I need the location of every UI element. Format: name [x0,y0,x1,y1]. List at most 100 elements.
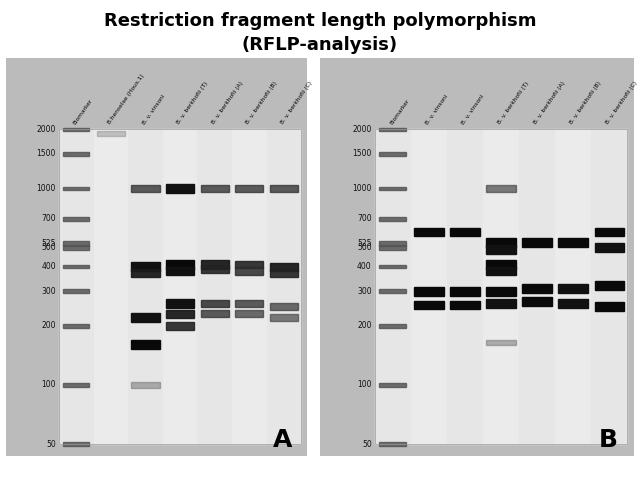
Bar [269,185,298,192]
Text: Restriction fragment length polymorphism: Restriction fragment length polymorphism [104,12,536,30]
Bar [595,228,624,237]
Bar [380,187,406,190]
Text: 1000: 1000 [353,184,372,193]
Text: B: B [599,428,618,452]
Bar [200,310,229,317]
Bar [559,238,588,247]
Bar [131,340,160,349]
Text: B. v. berkhofii (A): B. v. berkhofii (A) [211,81,244,125]
Bar [232,129,267,444]
Bar [267,129,301,444]
Bar [380,383,406,387]
Text: B. v. vinsoni: B. v. vinsoni [425,94,449,125]
Bar [97,132,125,136]
Text: B. v. berkhofii (B): B. v. berkhofii (B) [569,81,602,125]
Text: 100: 100 [357,381,372,389]
Text: 500: 500 [42,243,56,252]
Bar [483,129,519,444]
Bar [486,245,516,253]
Bar [59,129,301,444]
Bar [486,185,516,192]
Text: Biomarker: Biomarker [72,98,93,125]
Text: 2000: 2000 [36,125,56,134]
Text: B. v. vinsoni: B. v. vinsoni [461,94,485,125]
Bar [380,265,406,268]
Text: 50: 50 [46,440,56,448]
Bar [375,129,411,444]
Bar [63,265,90,268]
Bar [235,185,264,192]
Bar [63,245,90,250]
Bar [486,287,516,296]
Bar [200,261,229,269]
Text: 200: 200 [357,321,372,330]
Text: 1000: 1000 [36,184,56,193]
Text: Biomarker: Biomarker [389,98,410,125]
Bar [380,289,406,293]
Text: B. v. berkhofii (C): B. v. berkhofii (C) [280,81,313,125]
Bar [200,265,229,273]
Bar [235,261,264,268]
Bar [131,263,160,271]
Bar [166,267,195,275]
Text: 525: 525 [42,239,56,248]
Text: B.henselae (Hous.1): B.henselae (Hous.1) [107,73,145,125]
Bar [411,129,447,444]
Bar [166,184,195,192]
Bar [269,314,298,321]
Text: 300: 300 [357,287,372,296]
Bar [451,228,480,237]
Bar [63,128,90,131]
Text: 700: 700 [357,215,372,223]
Bar [166,260,195,269]
Bar [380,324,406,327]
Bar [522,238,552,247]
Bar [63,152,90,156]
Text: 525: 525 [357,239,372,248]
Text: 200: 200 [42,321,56,330]
Bar [447,129,483,444]
Bar [63,383,90,387]
Bar [131,269,160,277]
Text: 500: 500 [357,243,372,252]
Bar [486,238,516,247]
Bar [522,284,552,293]
Bar [414,228,444,237]
Text: 300: 300 [42,287,56,296]
Bar [269,303,298,310]
Text: 2000: 2000 [353,125,372,134]
Bar [131,185,160,192]
Bar [200,300,229,307]
Bar [380,241,406,246]
Text: B. v. berkhofii (A): B. v. berkhofii (A) [533,81,566,125]
Text: 100: 100 [42,381,56,389]
Bar [486,299,516,308]
Bar [380,217,406,221]
Bar [166,299,195,308]
Bar [451,287,480,296]
Text: 400: 400 [357,262,372,271]
Bar [595,243,624,252]
Text: 1500: 1500 [36,149,56,158]
Bar [163,129,197,444]
Bar [63,289,90,293]
Bar [63,442,90,446]
Bar [522,297,552,306]
Bar [93,129,128,444]
Bar [380,152,406,156]
Bar [556,129,591,444]
Bar [414,287,444,296]
Bar [235,267,264,275]
Bar [559,284,588,293]
Bar [595,281,624,290]
Bar [451,300,480,310]
Text: A: A [273,428,292,452]
Text: B. v. berkhofii (B): B. v. berkhofii (B) [245,81,278,125]
Bar [375,129,627,444]
Bar [200,185,229,192]
Bar [559,299,588,308]
Text: 700: 700 [42,215,56,223]
Bar [63,324,90,327]
Text: (RFLP-analysis): (RFLP-analysis) [242,36,398,54]
Bar [59,129,93,444]
